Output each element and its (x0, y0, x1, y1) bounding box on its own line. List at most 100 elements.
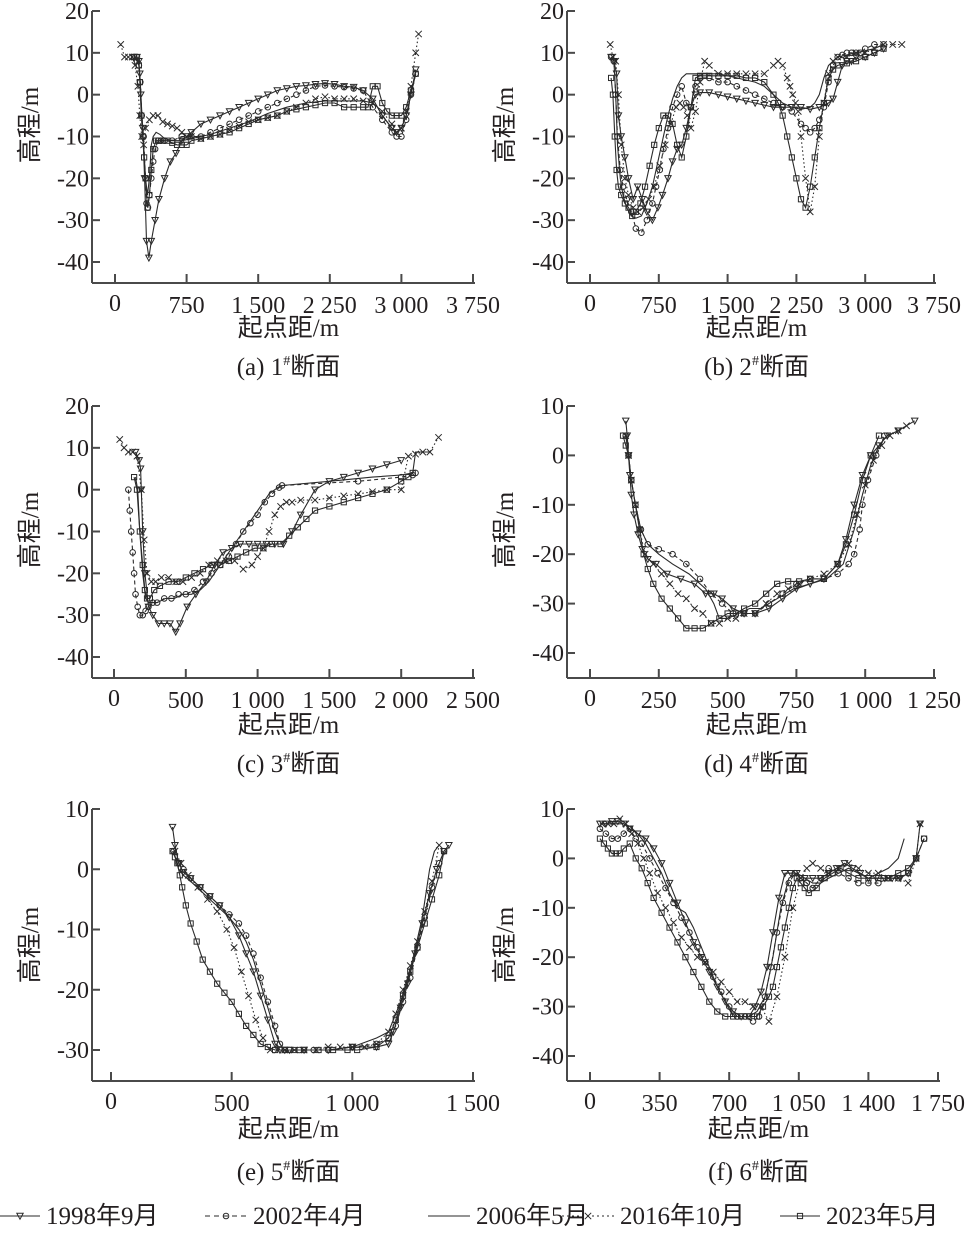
data-point-s2023 (637, 200, 644, 207)
data-point-s2023 (625, 452, 632, 459)
data-point-s2023 (596, 835, 604, 842)
data-point-s1998 (658, 191, 667, 200)
data-point-s2002 (393, 133, 400, 140)
data-point-s2023 (650, 894, 657, 902)
data-point-s2023 (608, 850, 615, 857)
data-point-s2023 (139, 561, 146, 569)
data-point-s2023 (620, 845, 627, 852)
data-point-s1998 (629, 511, 639, 519)
data-point-s1998 (663, 175, 673, 183)
data-point-s1998 (172, 150, 181, 158)
data-point-s1998 (187, 129, 196, 137)
data-point-s2002 (683, 560, 690, 568)
data-point-s2023 (875, 875, 882, 882)
data-point-s2016 (661, 141, 669, 149)
data-point-s2016 (794, 107, 802, 115)
data-point-s2016 (203, 895, 212, 903)
series-line-s2016 (120, 33, 420, 146)
caption-prefix: (a) 1 (237, 354, 284, 381)
data-point-s2016 (639, 204, 647, 212)
legend-item-s2002: 2002年4月 (205, 1202, 366, 1230)
data-point-s1998 (349, 83, 358, 92)
data-point-s2023 (199, 956, 206, 963)
chart-panel-d: 10 0 -10 -20 -30 -40 0 250 500 750 1 000 1 250 起点距/m… (491, 394, 961, 778)
chart-panel-f: 10 0 -10 -20 -30 -40 0 350 700 1 050 1 400 1 750 起点距… (491, 797, 965, 1186)
y-tick-label: 10 (65, 436, 89, 462)
data-point-s2023 (214, 980, 221, 987)
data-point-s2023 (629, 212, 636, 220)
chart-panel-e: 10 0 -10 -20 -30 0 500 1 000 1 500 起点距/m 高程/m (e) 5… (16, 797, 500, 1186)
panel-caption: (f) 6#断面 (708, 1158, 809, 1186)
data-point-s1998 (215, 112, 225, 120)
data-point-s2016 (741, 998, 749, 1006)
data-point-s2023 (785, 578, 792, 585)
data-point-s2002 (428, 884, 436, 891)
data-point-s2002 (694, 944, 701, 951)
data-point-s1998 (653, 204, 662, 212)
data-point-s1998 (627, 491, 636, 500)
data-point-s2023 (144, 204, 151, 211)
data-point-s2023 (716, 615, 723, 622)
data-point-s2002 (632, 225, 640, 232)
data-point-s2002 (239, 528, 247, 535)
data-point-s2016 (311, 496, 319, 504)
data-point-s2002 (369, 103, 377, 111)
y-tick-label: -10 (532, 896, 564, 922)
data-point-s1998 (641, 835, 650, 843)
caption-superscript: # (283, 751, 290, 766)
data-point-s2016 (359, 97, 367, 105)
data-point-s2023 (807, 183, 814, 190)
series-line-s2023 (622, 435, 880, 629)
series-s2002 (607, 41, 887, 237)
data-point-s2023 (852, 58, 860, 65)
data-point-s2023 (644, 880, 651, 887)
data-point-s2002 (644, 541, 652, 548)
y-tick-label: -20 (57, 978, 89, 1004)
data-point-s1998 (242, 950, 251, 958)
data-point-s2016 (760, 70, 768, 78)
data-point-s2002 (751, 91, 759, 98)
data-point-s2016 (412, 450, 420, 458)
x-tick-label: 3 000 (374, 293, 428, 319)
y-tick-label: -10 (57, 520, 89, 546)
data-point-s2023 (226, 129, 233, 136)
series-line-s2016 (601, 818, 921, 1023)
series-s2002 (170, 847, 448, 1054)
series-s1998 (131, 448, 406, 637)
data-point-s2023 (664, 112, 672, 119)
data-point-s2002 (350, 85, 357, 92)
data-point-s2023 (612, 850, 619, 857)
y-tick-label: 0 (77, 478, 89, 504)
data-point-s2023 (146, 595, 154, 602)
data-point-s1998 (756, 988, 766, 997)
x-tick-label: 1 400 (841, 1091, 895, 1117)
data-point-s2002 (770, 99, 777, 107)
data-point-s1998 (384, 1040, 393, 1049)
data-point-s1998 (894, 427, 903, 435)
data-point-s2023 (855, 875, 862, 882)
data-point-s2023 (243, 549, 250, 556)
data-point-s2016 (646, 869, 654, 877)
data-point-s2016 (415, 30, 423, 38)
data-point-s2023 (364, 104, 372, 111)
data-point-s1998 (691, 91, 700, 99)
data-point-s2023 (784, 133, 791, 140)
data-point-s2016 (916, 820, 924, 828)
data-point-s2023 (834, 62, 841, 69)
series-line-s1998 (599, 820, 921, 1018)
x-tick-label: 1 500 (231, 293, 285, 319)
data-point-s2016 (749, 1003, 757, 1011)
data-point-s2023 (340, 499, 347, 506)
data-point-s2016 (843, 53, 851, 61)
data-point-s1998 (368, 465, 377, 473)
data-point-s2023 (706, 72, 713, 79)
data-point-s2016 (650, 183, 658, 191)
data-point-s2002 (331, 83, 338, 90)
data-point-s2016 (612, 57, 620, 65)
data-point-s2023 (788, 154, 795, 161)
data-point-s1998 (176, 620, 185, 628)
data-point-s2023 (770, 91, 777, 98)
data-point-s2023 (724, 610, 731, 617)
y-tick-label: 10 (540, 797, 564, 823)
y-tick-label: -10 (57, 918, 89, 944)
